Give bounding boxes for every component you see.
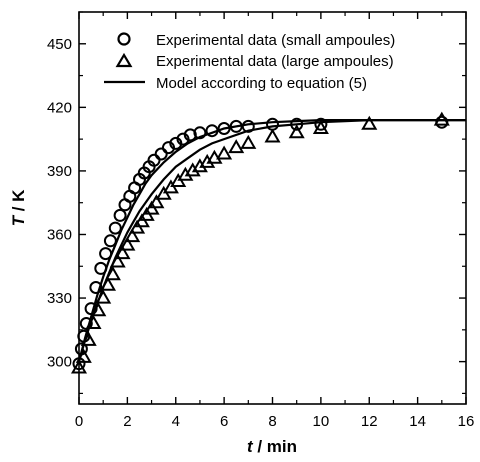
circle-point — [103, 234, 117, 248]
circle-point — [241, 119, 255, 133]
circle-point — [229, 119, 243, 133]
triangle-point — [80, 331, 97, 346]
x-axis-label: t / min — [247, 437, 297, 456]
legend-label-large: Experimental data (large ampoules) — [156, 53, 394, 70]
circle-point — [108, 221, 122, 235]
triangle-point — [109, 253, 126, 268]
series-layer — [70, 111, 466, 374]
circle-point — [154, 147, 168, 161]
circle-point — [147, 153, 161, 167]
legend-label-model: Model according to equation (5) — [156, 75, 367, 92]
x-axis-symbol: t — [247, 437, 254, 456]
y-tick-label: 330 — [47, 290, 72, 307]
y-axis-label: T / K — [9, 189, 28, 227]
legend-circle-marker — [117, 32, 131, 46]
triangle-point — [119, 236, 136, 251]
circle-point — [314, 117, 328, 131]
triangle-point — [99, 276, 117, 291]
circle-point — [89, 281, 103, 294]
triangle-point — [199, 153, 216, 168]
model-line-3 — [77, 119, 466, 362]
x-tick-label: 0 — [75, 413, 83, 430]
circle-point — [113, 208, 127, 222]
x-tick-label: 8 — [268, 413, 276, 430]
triangle-point — [95, 289, 112, 304]
plot-frame — [78, 11, 467, 405]
x-tick-label: 2 — [123, 413, 131, 430]
triangle-point — [240, 134, 257, 149]
y-tick-label: 360 — [47, 226, 72, 243]
x-tick-label: 10 — [313, 413, 330, 430]
triangle-point — [264, 128, 281, 143]
legend-triangle-marker — [115, 52, 133, 68]
y-tick-label: 390 — [47, 163, 72, 180]
triangle-point — [361, 115, 378, 130]
circle-point — [266, 117, 279, 131]
y-tick-label: 420 — [47, 99, 72, 116]
y-tick-label: 300 — [47, 354, 72, 371]
x-axis-unit: / min — [253, 437, 297, 456]
triangle-point — [288, 124, 305, 139]
x-tick-label: 14 — [409, 413, 426, 430]
triangle-point — [104, 266, 121, 281]
triangle-point — [228, 139, 245, 154]
axis-ticks: 0 2 4 6 8 10 12 14 16 300 330 360 390 420 450 — [47, 11, 475, 430]
x-tick-label: 6 — [220, 413, 228, 430]
circle-point — [205, 124, 219, 138]
triangle-point — [184, 162, 201, 177]
x-tick-label: 12 — [361, 413, 378, 430]
circle-point — [99, 247, 113, 261]
y-tick-label: 450 — [47, 36, 72, 53]
triangle-point — [148, 194, 165, 209]
triangle-point — [191, 158, 208, 173]
y-axis-unit: / K — [9, 189, 28, 216]
x-tick-label: 16 — [458, 413, 475, 430]
triangle-point — [177, 166, 194, 181]
triangle-point — [90, 302, 107, 317]
x-tick-label: 4 — [172, 413, 180, 430]
triangle-point — [124, 228, 141, 243]
triangle-point — [433, 111, 450, 126]
legend-label-small: Experimental data (small ampoules) — [156, 32, 395, 49]
triangle-point — [75, 348, 92, 363]
triangle-point — [114, 245, 131, 260]
circle-point — [94, 261, 108, 275]
triangle-point — [70, 359, 88, 374]
circle-point — [193, 126, 207, 140]
y-axis-symbol: T — [9, 214, 28, 226]
triangle-point — [216, 145, 233, 160]
circle-point — [290, 117, 304, 131]
legend: Experimental data (small ampoules) Exper… — [104, 32, 395, 92]
triangle-point — [85, 314, 102, 329]
triangle-point — [312, 119, 329, 134]
circle-point — [217, 122, 231, 135]
